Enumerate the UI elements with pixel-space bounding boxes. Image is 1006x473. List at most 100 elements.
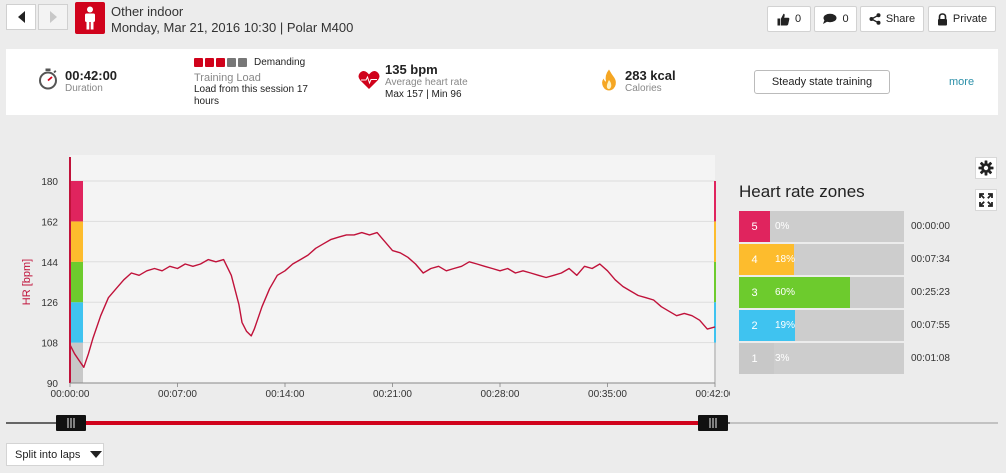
average-hr-value: 135 bpm bbox=[385, 62, 438, 77]
like-count: 0 bbox=[794, 13, 802, 25]
duration-value: 00:42:00 bbox=[65, 68, 118, 83]
training-load-level: Demanding bbox=[254, 57, 306, 68]
zone-row-4: 4 18% bbox=[739, 244, 904, 275]
training-load-box bbox=[227, 58, 236, 67]
split-into-laps-button[interactable]: Split into laps bbox=[6, 443, 104, 466]
x-tick-label: 00:21:00 bbox=[373, 389, 412, 400]
comment-count: 0 bbox=[842, 13, 849, 25]
sport-name: Other indoor bbox=[111, 4, 184, 19]
x-tick-label: 00:42:00 bbox=[696, 389, 730, 400]
plot-area bbox=[70, 155, 715, 383]
zone-time: 00:01:08 bbox=[911, 353, 950, 364]
session-date-device: Monday, Mar 21, 2016 10:30 | Polar M400 bbox=[111, 20, 354, 35]
zone-band-right bbox=[714, 181, 716, 222]
zone-band-right bbox=[714, 221, 716, 262]
gear-icon bbox=[978, 160, 994, 176]
training-load-box bbox=[216, 58, 225, 67]
y-tick-label: 144 bbox=[41, 258, 58, 269]
thumbs-up-icon bbox=[777, 13, 790, 25]
heart-icon bbox=[358, 71, 380, 89]
dropdown-arrow-icon bbox=[90, 451, 103, 458]
y-tick-label: 108 bbox=[41, 339, 58, 350]
zone-bar bbox=[770, 343, 774, 374]
zone-band-right bbox=[714, 302, 716, 343]
average-hr-label: Average heart rate bbox=[385, 77, 468, 88]
training-load-box bbox=[194, 58, 203, 67]
zone-percent: 0% bbox=[775, 221, 790, 232]
zone-band bbox=[71, 261, 83, 303]
zone-percent: 60% bbox=[775, 287, 796, 298]
privacy-button[interactable]: Private bbox=[928, 6, 996, 32]
zone-number: 4 bbox=[739, 244, 770, 275]
zone-number: 5 bbox=[739, 211, 770, 242]
comment-button[interactable]: 0 bbox=[814, 6, 857, 32]
share-button[interactable]: Share bbox=[860, 6, 924, 32]
share-icon bbox=[869, 13, 881, 25]
zone-bar bbox=[770, 277, 850, 308]
zone-bar bbox=[770, 244, 794, 275]
x-tick-label: 00:28:00 bbox=[481, 389, 520, 400]
training-load-box bbox=[205, 58, 214, 67]
zone-time: 00:25:23 bbox=[911, 287, 950, 298]
fullscreen-button[interactable] bbox=[975, 189, 997, 211]
top-bar: Other indoor Monday, Mar 21, 2016 10:30 … bbox=[0, 0, 1006, 38]
zone-number: 1 bbox=[739, 343, 770, 374]
more-link[interactable]: more bbox=[949, 76, 975, 88]
training-load-indicator bbox=[194, 58, 247, 67]
stopwatch-icon bbox=[39, 68, 57, 90]
lock-icon bbox=[937, 12, 947, 25]
training-load-text: Load from this session 17 hours bbox=[194, 84, 308, 107]
zone-row-1: 1 3% bbox=[739, 343, 904, 374]
zone-band-right bbox=[714, 342, 716, 383]
next-session-button[interactable] bbox=[38, 4, 68, 30]
zone-band bbox=[71, 302, 83, 343]
privacy-label: Private bbox=[952, 13, 988, 25]
zone-band bbox=[71, 221, 83, 262]
calories-value: 283 kcal bbox=[625, 68, 676, 83]
expand-icon bbox=[979, 193, 993, 207]
slider-handle-start[interactable] bbox=[56, 415, 86, 431]
session-summary: 00:42:00 Duration Demanding Training Loa… bbox=[6, 49, 998, 115]
training-benefit-button[interactable]: Steady state training bbox=[754, 70, 890, 94]
x-tick-label: 00:35:00 bbox=[588, 389, 627, 400]
x-tick-label: 00:00:00 bbox=[51, 389, 90, 400]
hr-series-line bbox=[69, 231, 716, 369]
zone-number: 3 bbox=[739, 277, 770, 308]
previous-session-button[interactable] bbox=[6, 4, 36, 30]
person-icon bbox=[75, 2, 105, 34]
zone-row-3: 3 60% bbox=[739, 277, 904, 308]
zone-time: 00:07:55 bbox=[911, 320, 950, 331]
y-tick-label: 126 bbox=[41, 298, 58, 309]
y-tick-label: 90 bbox=[47, 379, 59, 390]
calories-label: Calories bbox=[625, 83, 662, 94]
zone-time: 00:00:00 bbox=[911, 221, 950, 232]
split-label: Split into laps bbox=[15, 448, 81, 461]
arrow-right-icon bbox=[49, 11, 57, 23]
training-load-box bbox=[238, 58, 247, 67]
hr-max-min: Max 157 | Min 96 bbox=[385, 89, 462, 100]
y-axis-label: HR [bpm] bbox=[21, 259, 33, 305]
zone-bar bbox=[770, 310, 795, 341]
zone-band-right bbox=[714, 261, 716, 303]
duration-label: Duration bbox=[65, 83, 103, 94]
flame-icon bbox=[602, 69, 616, 91]
training-load-label: Training Load bbox=[194, 72, 261, 84]
y-tick-label: 162 bbox=[41, 217, 58, 228]
share-label: Share bbox=[885, 13, 916, 25]
time-range-slider[interactable] bbox=[0, 410, 1006, 436]
zone-number: 2 bbox=[739, 310, 770, 341]
comment-icon bbox=[823, 13, 837, 24]
like-button[interactable]: 0 bbox=[767, 6, 811, 32]
hr-zones-title: Heart rate zones bbox=[739, 182, 865, 201]
zone-percent: 18% bbox=[775, 254, 796, 265]
zone-time: 00:07:34 bbox=[911, 254, 950, 265]
slider-handle-end[interactable] bbox=[698, 415, 728, 431]
zone-row-2: 2 19% bbox=[739, 310, 904, 341]
chart-settings-button[interactable] bbox=[975, 157, 997, 179]
x-tick-label: 00:14:00 bbox=[266, 389, 305, 400]
zone-row-5: 5 0% bbox=[739, 211, 904, 242]
x-tick-label: 00:07:00 bbox=[158, 389, 197, 400]
zone-band bbox=[71, 181, 83, 222]
y-tick-label: 180 bbox=[41, 177, 58, 188]
